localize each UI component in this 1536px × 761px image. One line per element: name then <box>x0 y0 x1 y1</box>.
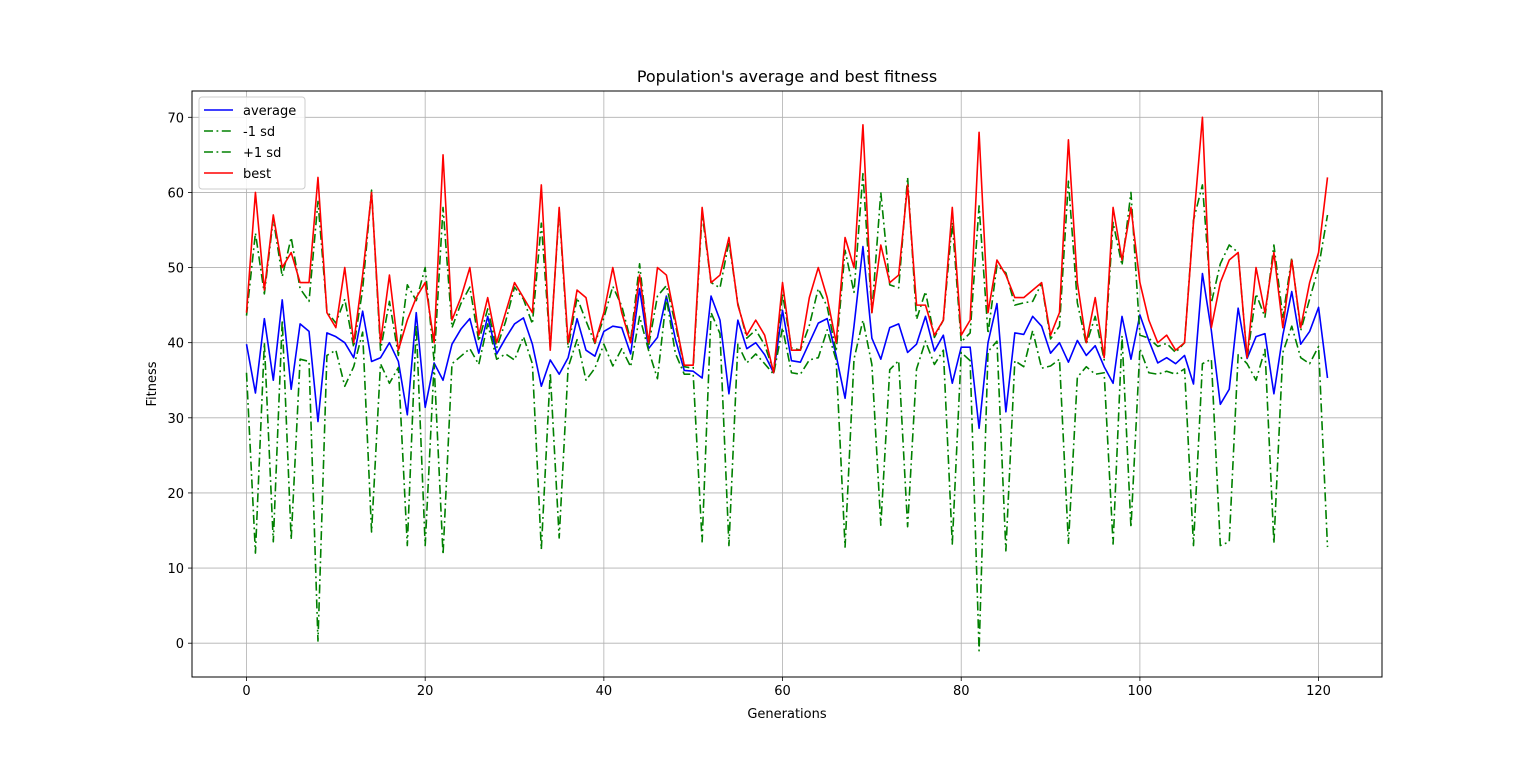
legend-label-minus-1-sd: -1 sd <box>243 125 275 140</box>
y-tick-label: 40 <box>167 337 184 352</box>
x-tick-label: 20 <box>417 684 434 699</box>
y-tick-label: 60 <box>167 186 184 201</box>
legend-label-best: best <box>243 167 271 182</box>
x-tick-label: 40 <box>596 684 613 699</box>
series-line-minus-1-sd <box>245 296 1329 652</box>
axes-frame <box>191 90 1383 678</box>
series-line-average <box>245 245 1329 430</box>
axis-ticks: 0 20 40 60 80 100 120 0 10 20 30 40 50 60 70 <box>167 111 1331 699</box>
legend-box <box>198 96 306 190</box>
x-tick-label: 100 <box>1127 684 1152 699</box>
x-tick-label: 0 <box>242 684 250 699</box>
y-tick-label: 30 <box>167 412 184 427</box>
y-tick-label: 10 <box>167 562 184 577</box>
x-axis-label: Generations <box>747 707 827 722</box>
legend-label-average: average <box>243 104 296 119</box>
grid-lines <box>192 91 1382 677</box>
legend-label-plus-1-sd: +1 sd <box>243 146 281 161</box>
series-lines <box>245 116 1329 652</box>
y-axis-label: Fitness <box>145 361 160 406</box>
y-tick-label: 50 <box>167 262 184 277</box>
series-line-best <box>245 116 1329 374</box>
legend: average -1 sd +1 sd best <box>198 96 306 190</box>
y-tick-label: 20 <box>167 487 184 502</box>
y-tick-label: 0 <box>176 637 184 652</box>
x-tick-label: 60 <box>774 684 791 699</box>
x-tick-label: 80 <box>953 684 970 699</box>
chart-title: Population's average and best fitness <box>637 67 937 86</box>
y-tick-label: 70 <box>167 111 184 126</box>
x-tick-label: 120 <box>1306 684 1331 699</box>
